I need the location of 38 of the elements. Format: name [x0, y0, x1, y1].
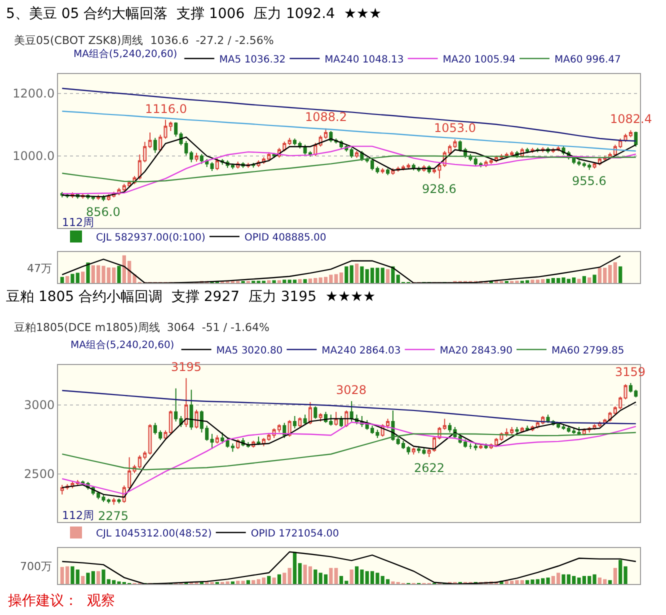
legend-title: MA组合(5,240,20,60): [74, 48, 178, 60]
annotation: 1116.0: [145, 102, 187, 116]
annotation: 1088.2: [305, 110, 347, 124]
annotation: 3195: [171, 360, 202, 374]
chart-subtitle: 美豆05(CBOT ZSK8)周线 1036.6 -27.2 / -2.56%: [14, 34, 274, 47]
legend-label: CJL 582937.00(0:100): [96, 232, 206, 244]
legend-label: MA5 3020.80: [216, 345, 283, 356]
annotation: 928.6: [422, 182, 456, 196]
annotation: 955.6: [572, 174, 606, 188]
annotation: 1053.0: [434, 121, 476, 135]
y-tick-label: 1200.0: [12, 86, 55, 101]
legend-label: MA240 2864.03: [322, 345, 401, 356]
y-tick-label: 3000: [24, 398, 55, 412]
legend-label: MA20 1005.94: [442, 54, 516, 66]
text: 47万: [27, 262, 52, 275]
legend-label: MA20 2843.90: [440, 345, 513, 356]
annotation: 112周: [62, 216, 94, 229]
chart-title: 豆粕 1805 合约小幅回调 支撑 2927 压力 3195 ★★★★: [6, 289, 376, 305]
text: 操作建议： 观察: [8, 593, 115, 609]
annotation: 2622: [414, 461, 445, 475]
y-tick-label: 2500: [24, 467, 55, 481]
annotation: 3159: [615, 365, 646, 379]
legend-label: MA60 996.47: [554, 54, 621, 66]
legend-label: CJL 1045312.00(48:52): [96, 528, 212, 540]
annotation: 1082.4: [610, 112, 652, 126]
legend-label: OPID 1721054.00: [250, 528, 340, 540]
text: 700万: [20, 560, 52, 573]
chart-title: 5、美豆 05 合约大幅回落 支撑 1006 压力 1092.4 ★★★: [6, 6, 382, 22]
legend-label: OPID 408885.00: [244, 232, 326, 244]
annotation: 112周: [62, 509, 94, 522]
annotation: 2275: [98, 509, 129, 523]
legend-title: MA组合(5,240,20,60): [70, 339, 174, 351]
legend-label: MA5 1036.32: [219, 54, 286, 66]
annotation: 3028: [336, 383, 367, 397]
y-tick-label: 1000.0: [12, 149, 55, 164]
chart-subtitle: 豆粕1805(DCE m1805)周线 3064 -51 / -1.64%: [14, 321, 270, 334]
legend-label: MA240 1048.13: [324, 54, 404, 66]
legend-label: MA60 2799.85: [552, 345, 624, 356]
